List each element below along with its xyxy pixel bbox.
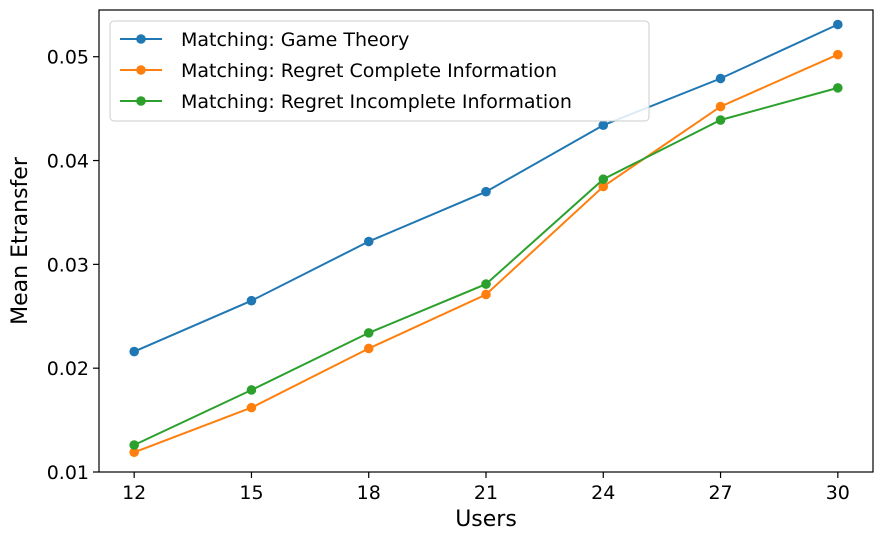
y-tick-label: 0.01 bbox=[47, 462, 89, 484]
data-point bbox=[246, 295, 257, 306]
x-tick-label: 30 bbox=[826, 482, 850, 504]
legend-label: Matching: Game Theory bbox=[181, 29, 409, 51]
series-1 bbox=[129, 19, 843, 357]
y-axis-title: Mean Etransfer bbox=[8, 156, 33, 325]
y-tick-label: 0.03 bbox=[47, 254, 89, 276]
y-tick-label: 0.05 bbox=[47, 47, 89, 69]
x-tick-label: 21 bbox=[474, 482, 498, 504]
legend-entry: Matching: Regret Incomplete Information bbox=[120, 91, 572, 113]
data-point bbox=[598, 181, 609, 192]
legend-marker bbox=[136, 65, 146, 75]
y-tick-label: 0.02 bbox=[47, 358, 89, 380]
legend: Matching: Game Theory Matching: Regret Co… bbox=[109, 20, 650, 122]
data-point bbox=[481, 186, 491, 197]
data-point bbox=[598, 120, 609, 131]
data-point bbox=[363, 236, 374, 247]
data-point bbox=[363, 343, 374, 354]
legend-box bbox=[109, 20, 650, 122]
data-point bbox=[129, 440, 139, 450]
x-axis-title: Users bbox=[455, 507, 517, 532]
x-tick-label: 18 bbox=[357, 482, 381, 504]
data-point bbox=[246, 385, 257, 395]
series-2 bbox=[129, 49, 843, 458]
data-point bbox=[715, 115, 726, 125]
legend-marker bbox=[136, 96, 146, 106]
legend-marker bbox=[136, 34, 146, 44]
data-point bbox=[129, 346, 139, 357]
legend-label: Matching: Regret Complete Information bbox=[181, 60, 557, 82]
data-point bbox=[715, 101, 726, 112]
x-tick-label: 12 bbox=[122, 482, 146, 504]
data-point bbox=[833, 19, 843, 30]
data-point bbox=[129, 447, 139, 458]
legend-label: Matching: Regret Incomplete Information bbox=[181, 91, 572, 113]
x-tick-label: 24 bbox=[591, 482, 615, 504]
data-point bbox=[481, 289, 491, 300]
x-tick-label: 15 bbox=[239, 482, 263, 504]
x-tick-label: 27 bbox=[708, 482, 732, 504]
axes-layer: 12 15 18 21 24 27 30 0.01 0.02 0.03 0.04 0.05 bbox=[47, 9, 874, 504]
data-point bbox=[481, 279, 491, 289]
data-point bbox=[246, 402, 257, 413]
data-point bbox=[833, 83, 843, 93]
data-point bbox=[833, 49, 843, 60]
series-layer bbox=[129, 19, 843, 458]
legend-entry: Matching: Game Theory bbox=[120, 29, 409, 51]
series-3 bbox=[129, 83, 843, 450]
y-tick-label: 0.04 bbox=[47, 151, 89, 173]
data-point bbox=[715, 73, 726, 84]
data-point bbox=[363, 328, 374, 338]
legend-entry: Matching: Regret Complete Information bbox=[120, 60, 557, 82]
data-point bbox=[598, 174, 609, 185]
